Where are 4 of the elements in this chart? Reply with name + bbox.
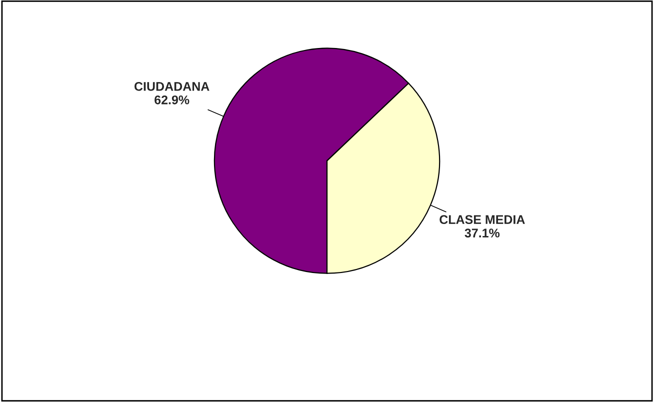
data-label: 37.1%: [464, 228, 500, 238]
slice-label: CIUDADANA: [134, 82, 210, 91]
data-label: 62.9%: [154, 95, 190, 104]
slice-label: CLASE MEDIA: [440, 215, 525, 224]
